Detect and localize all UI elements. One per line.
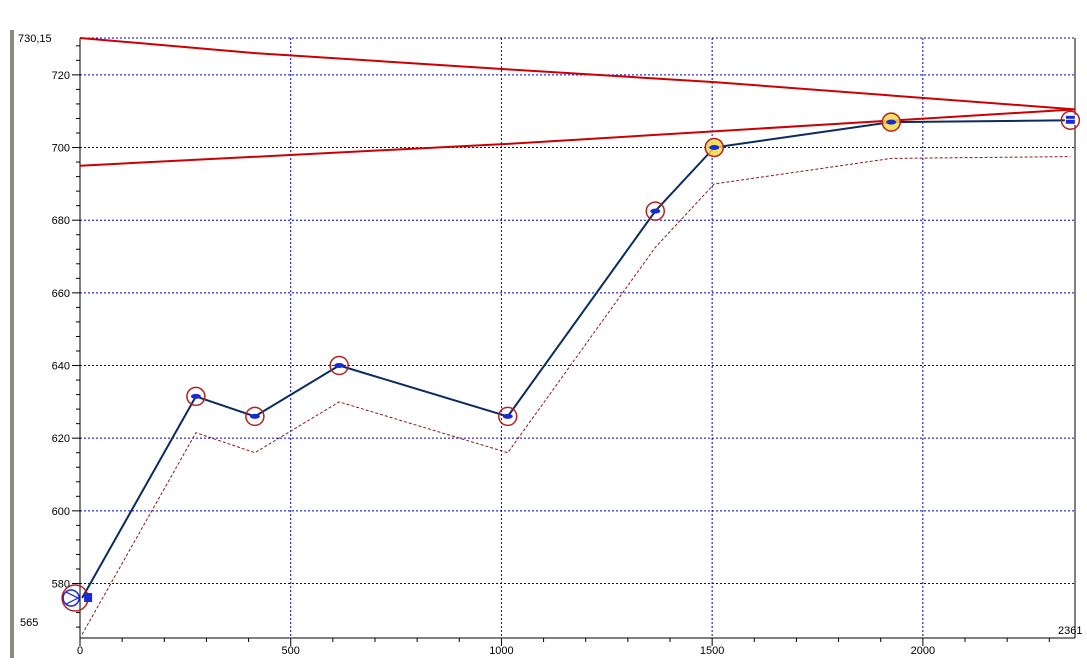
- x-tick-label: 500: [282, 645, 300, 657]
- pump-square-icon: [84, 593, 93, 603]
- window-border: [10, 30, 14, 658]
- y-tick-label: 580: [52, 579, 70, 591]
- pump-marker: [61, 584, 93, 612]
- y-tick-label: 660: [52, 288, 70, 300]
- y-max-label: 730,15: [18, 33, 52, 45]
- tank-marker: [1060, 110, 1081, 131]
- node-ring: [186, 386, 206, 407]
- x-tick-label: 1000: [489, 645, 513, 657]
- y-tick-label: 620: [52, 433, 70, 445]
- node-dot: [249, 413, 260, 419]
- y-tick-label: 600: [52, 506, 70, 518]
- node-dot: [650, 208, 661, 214]
- node-marker: [245, 406, 265, 427]
- node-marker: [329, 355, 349, 376]
- y-tick-label: 680: [52, 215, 70, 227]
- grid-lines: [80, 37, 1075, 638]
- node-dot: [709, 145, 720, 151]
- node-ring: [329, 355, 349, 376]
- upper-limit-line: [79, 37, 1076, 111]
- x-tick-label: 0: [77, 645, 83, 657]
- axes: [79, 38, 1076, 639]
- x-tick-label: 2000: [911, 645, 935, 657]
- y-min-label: 565: [20, 617, 38, 629]
- node-ring: [498, 406, 518, 427]
- y-tick-label: 700: [52, 143, 70, 155]
- node-dot: [334, 363, 345, 369]
- minor-ticks: [72, 45, 1050, 646]
- node-dot: [502, 413, 513, 419]
- node-markers: [61, 110, 1081, 612]
- y-tick-labels: 730,15 565 580 600 620 640 660 680 700 720: [18, 33, 70, 629]
- node-marker: [498, 406, 518, 427]
- pump-arrow-icon: [65, 591, 80, 605]
- highlight-marker: [704, 137, 725, 158]
- x-tick-label: 1500: [700, 645, 724, 657]
- profile-line: [81, 119, 1071, 599]
- node-dot: [886, 119, 897, 125]
- node-dot: [190, 393, 201, 399]
- node-marker: [186, 386, 206, 407]
- series-lines: [79, 37, 1076, 635]
- y-tick-label: 720: [52, 70, 70, 82]
- node-marker: [645, 201, 666, 221]
- node-ring: [245, 406, 265, 427]
- pump-icon: [62, 589, 80, 607]
- tank-ring: [1060, 110, 1081, 131]
- x-tick-labels: 2361 0 500 1000 1500 2000: [77, 625, 1083, 657]
- highlight-marker: [881, 112, 902, 132]
- lower-profile-line: [81, 156, 1071, 635]
- y-tick-label: 640: [52, 361, 70, 373]
- lower-limit-line: [79, 108, 1076, 167]
- x-end-label: 2361: [1058, 625, 1082, 637]
- node-ring: [645, 201, 666, 221]
